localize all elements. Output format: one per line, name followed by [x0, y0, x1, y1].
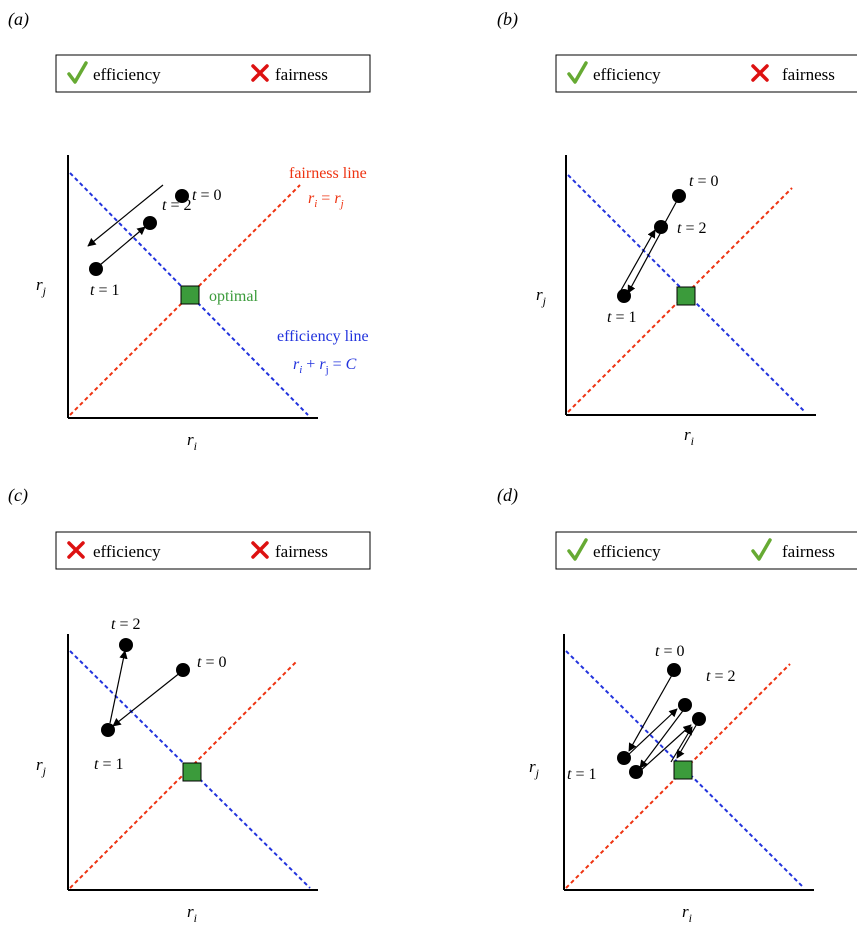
- optimal-point: [676, 286, 696, 306]
- axes: [67, 634, 318, 891]
- check-icon: [567, 61, 588, 84]
- x-axis-label: ri: [187, 902, 197, 925]
- state-point: [629, 765, 643, 779]
- panel-label: (b): [497, 9, 518, 30]
- cross-icon: [251, 64, 269, 82]
- x-axis-label: ri: [187, 430, 197, 453]
- efficiency-label: efficiency: [93, 542, 161, 561]
- axes: [563, 634, 814, 891]
- time-label-t0: t = 0: [689, 173, 718, 190]
- efficiency-line-title: efficiency line: [277, 328, 369, 345]
- state-point-t0: [667, 663, 681, 677]
- fairness-line-title: fairness line: [289, 165, 367, 182]
- state-point-t2: [143, 216, 157, 230]
- panel-label: (d): [497, 485, 518, 506]
- arrow: [99, 226, 146, 266]
- panel-c: (c) efficiency fairness t = 2 t = 0 t = …: [8, 485, 371, 925]
- state-point: [678, 698, 692, 712]
- y-axis-label: rj: [536, 285, 547, 308]
- time-label-t2: t = 2: [706, 668, 735, 685]
- state-point: [692, 712, 706, 726]
- fairness-line: [69, 661, 297, 889]
- optimal-label: optimal: [209, 288, 258, 305]
- time-label-t1: t = 1: [567, 766, 596, 783]
- efficiency-label: efficiency: [593, 65, 661, 84]
- x-axis-label: ri: [684, 425, 694, 448]
- state-point-t1: [101, 723, 115, 737]
- state-point-t0: [175, 189, 189, 203]
- fairness-label: fairness: [782, 542, 835, 561]
- check-icon: [67, 61, 88, 84]
- time-label-t1: t = 1: [94, 756, 123, 773]
- y-axis-label: rj: [529, 757, 540, 780]
- state-point-t1: [617, 751, 631, 765]
- arrow: [87, 184, 164, 247]
- cross-icon: [251, 541, 269, 559]
- panel-b: (b) efficiency fairness t = 0 t = 2 t = …: [497, 9, 857, 448]
- panel-d: (d) efficiency fairness t = 0 t = 2 t = …: [497, 485, 857, 925]
- arrow: [626, 708, 678, 757]
- time-label-t0: t = 0: [197, 654, 226, 671]
- arrow: [627, 231, 662, 294]
- arrow: [628, 674, 673, 752]
- fairness-line: [565, 663, 791, 889]
- cross-icon: [751, 64, 769, 82]
- x-axis-label: ri: [682, 902, 692, 925]
- time-label-t0: t = 0: [192, 187, 221, 204]
- arrow: [619, 229, 656, 293]
- time-label-t1: t = 1: [90, 282, 119, 299]
- state-point-t1: [617, 289, 631, 303]
- panel-label: (c): [8, 485, 28, 506]
- arrow: [639, 707, 686, 769]
- time-label-t2: t = 2: [677, 220, 706, 237]
- state-point-t0: [176, 663, 190, 677]
- axes: [67, 155, 318, 419]
- fairness-label: fairness: [275, 65, 328, 84]
- time-label-t0: t = 0: [655, 643, 684, 660]
- time-label-t1: t = 1: [607, 309, 636, 326]
- panel-a: (a) efficiency fairness t = 0 t =: [8, 9, 371, 453]
- state-point-t2: [654, 220, 668, 234]
- legend-box: efficiency fairness: [555, 54, 857, 93]
- cross-icon: [67, 541, 85, 559]
- y-axis-label: rj: [36, 755, 47, 778]
- efficiency-line-equation: ri + rj = C: [293, 356, 357, 376]
- time-label-t2: t = 2: [111, 616, 140, 633]
- optimal-point: [182, 762, 202, 782]
- legend-box: efficiency fairness: [55, 54, 371, 93]
- time-label-t2: t = 2: [162, 197, 191, 214]
- arrow: [112, 671, 182, 727]
- optimal-point: [673, 760, 693, 780]
- fairness-line-equation: ri = rj: [308, 190, 344, 210]
- legend-box: efficiency fairness: [55, 531, 371, 570]
- efficiency-label: efficiency: [93, 65, 161, 84]
- check-icon: [567, 538, 588, 561]
- state-point-t0: [672, 189, 686, 203]
- axes: [565, 155, 816, 416]
- optimal-point: [180, 285, 200, 305]
- panel-label: (a): [8, 9, 29, 30]
- fairness-label: fairness: [782, 65, 835, 84]
- efficiency-label: efficiency: [593, 542, 661, 561]
- arrow: [676, 721, 699, 759]
- arrow: [638, 724, 692, 773]
- arrow: [670, 726, 693, 763]
- arrow: [109, 650, 128, 724]
- state-point-t2: [119, 638, 133, 652]
- fairness-line: [567, 187, 793, 413]
- y-axis-label: rj: [36, 275, 47, 298]
- legend-box: efficiency fairness: [555, 531, 857, 570]
- fairness-label: fairness: [275, 542, 328, 561]
- check-icon: [751, 538, 772, 561]
- state-point-t1: [89, 262, 103, 276]
